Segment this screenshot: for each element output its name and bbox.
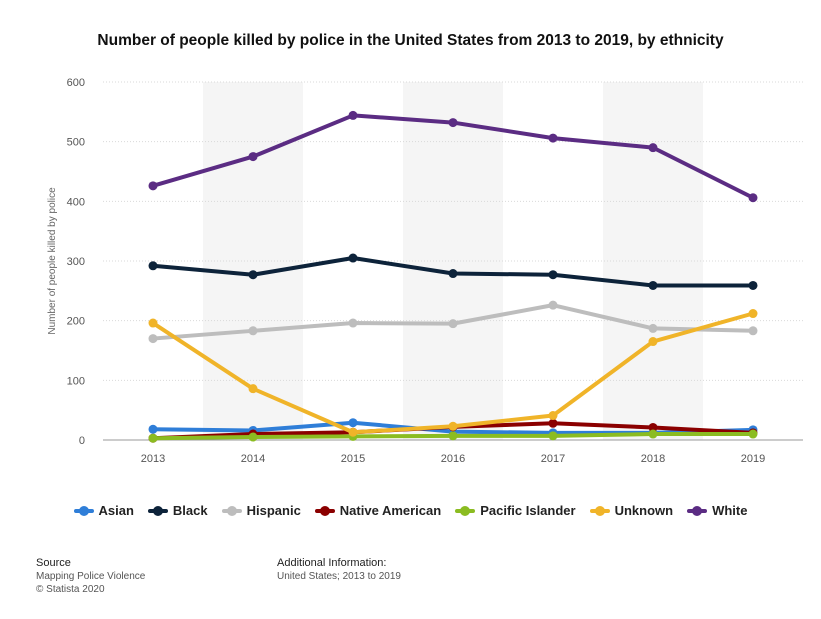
data-point-unknown (248, 384, 258, 394)
x-tick-label: 2019 (741, 453, 765, 465)
x-tick-label: 2015 (341, 453, 365, 465)
data-point-unknown (748, 309, 758, 319)
additional-info-line[interactable]: United States; 2013 to 2019 (277, 571, 401, 582)
source-block: Source Mapping Police Violence © Statist… (36, 557, 145, 596)
data-point-asian (348, 418, 358, 428)
data-point-white (648, 143, 658, 153)
data-point-pacific-islander (448, 431, 458, 441)
additional-info-block: Additional Information: United States; 2… (277, 557, 401, 583)
legend-item-unknown[interactable]: Unknown (589, 503, 674, 518)
legend-swatch (314, 505, 335, 516)
x-tick-label: 2016 (441, 453, 465, 465)
x-tick-label: 2018 (641, 453, 665, 465)
source-heading: Source (36, 557, 71, 569)
y-tick-label: 600 (67, 77, 85, 89)
data-point-pacific-islander (148, 433, 158, 443)
chart-title: Number of people killed by police in the… (97, 32, 724, 49)
data-point-hispanic (548, 300, 558, 310)
y-tick-label: 300 (67, 256, 85, 268)
x-tick-label: 2014 (241, 453, 265, 465)
data-point-black (148, 261, 158, 271)
copyright-line: © Statista 2020 (36, 584, 105, 595)
legend-swatch (455, 505, 476, 516)
legend-item-native-american[interactable]: Native American (314, 503, 442, 518)
data-point-unknown (348, 427, 358, 437)
y-tick-label: 400 (67, 196, 85, 208)
x-tick-label: 2017 (541, 453, 565, 465)
data-point-black (248, 270, 258, 280)
legend-swatch (147, 505, 168, 516)
data-point-white (248, 152, 258, 162)
data-point-black (748, 280, 758, 290)
legend-item-hispanic[interactable]: Hispanic (221, 503, 301, 518)
legend-swatch (589, 505, 610, 516)
data-point-hispanic (448, 319, 458, 329)
data-point-white (148, 181, 158, 191)
data-point-hispanic (248, 326, 258, 336)
legend-label: White (712, 503, 748, 518)
legend-label: Black (172, 503, 208, 518)
data-point-unknown (648, 337, 658, 347)
data-point-white (748, 193, 758, 203)
legend-item-pacific-islander[interactable]: Pacific Islander (455, 503, 576, 518)
y-tick-label: 200 (67, 316, 85, 328)
legend-item-asian[interactable]: Asian (73, 503, 134, 518)
data-point-hispanic (648, 323, 658, 333)
legend-swatch (73, 505, 94, 516)
legend-swatch (221, 505, 242, 516)
data-point-pacific-islander (648, 429, 658, 439)
data-point-asian (148, 424, 158, 434)
data-point-unknown (148, 318, 158, 328)
legend-label: Pacific Islander (480, 503, 576, 518)
data-point-unknown (548, 411, 558, 421)
data-point-black (348, 253, 358, 263)
legend-label: Asian (98, 503, 134, 518)
legend-label: Unknown (614, 503, 674, 518)
legend-label: Native American (339, 503, 442, 518)
y-tick-label: 0 (79, 435, 85, 447)
chart-legend: Asian Black Hispanic Native American Pacific… (0, 503, 821, 518)
data-point-white (348, 110, 358, 120)
data-point-native-american (648, 422, 658, 432)
data-point-pacific-islander (548, 431, 558, 441)
y-axis-label: Number of people killed by police (47, 187, 58, 335)
data-point-hispanic (148, 334, 158, 344)
data-point-native-american (548, 418, 558, 428)
data-point-white (548, 133, 558, 143)
legend-label: Hispanic (246, 503, 301, 518)
data-point-pacific-islander (248, 432, 258, 442)
data-point-pacific-islander (748, 429, 758, 439)
data-point-unknown (448, 421, 458, 431)
data-point-black (448, 269, 458, 279)
legend-swatch (687, 505, 708, 516)
y-tick-label: 100 (67, 375, 85, 387)
y-tick-label: 500 (67, 137, 85, 149)
data-point-hispanic (348, 318, 358, 328)
legend-item-black[interactable]: Black (147, 503, 208, 518)
data-point-white (448, 118, 458, 128)
additional-info-heading: Additional Information: (277, 557, 387, 569)
source-line: Mapping Police Violence (36, 571, 146, 582)
x-tick-label: 2013 (141, 453, 165, 465)
legend-item-white[interactable]: White (687, 503, 747, 518)
data-point-black (548, 270, 558, 280)
data-point-black (648, 280, 658, 290)
data-point-hispanic (748, 326, 758, 336)
plot-band (403, 82, 503, 440)
